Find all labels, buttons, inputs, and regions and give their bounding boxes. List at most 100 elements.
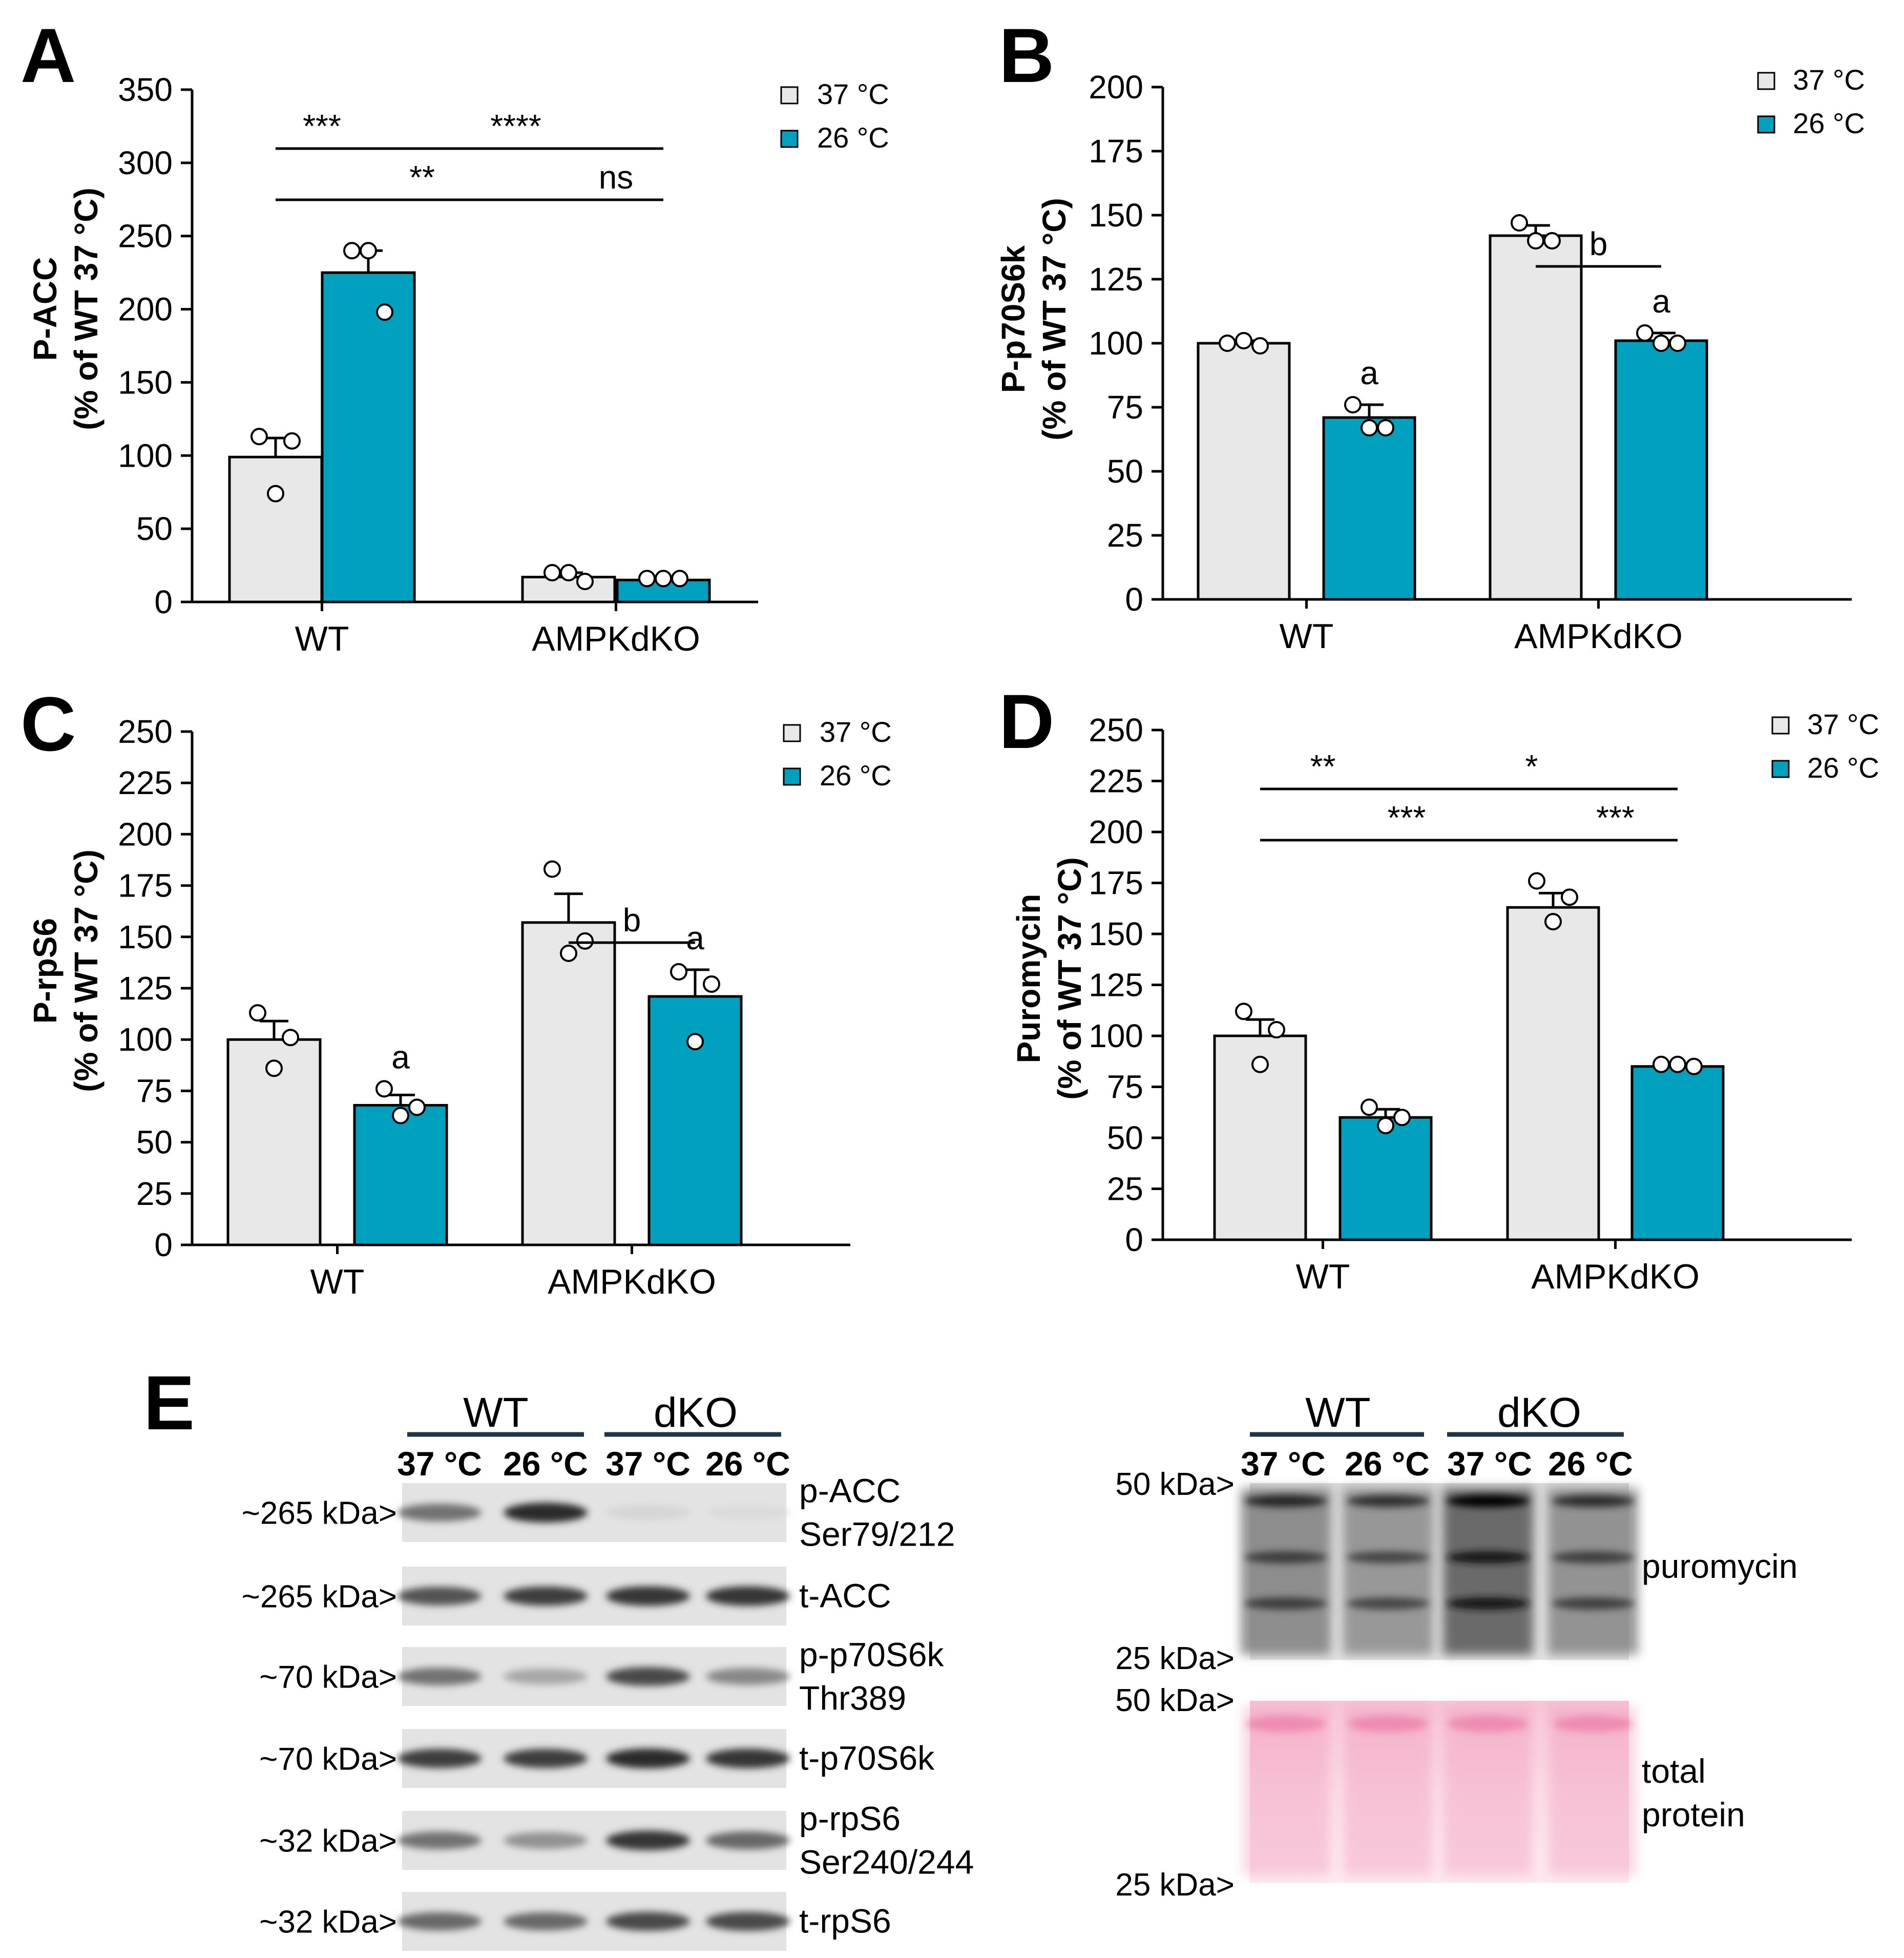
- puromycin-band: [1347, 1551, 1429, 1564]
- data-point: [1652, 1055, 1670, 1073]
- legend-label-26: 26 °C: [820, 759, 892, 791]
- puromycin-band: [1552, 1551, 1634, 1564]
- data-point: [1377, 419, 1394, 436]
- data-point: [1685, 1057, 1703, 1075]
- y-tick-label: 300: [118, 144, 173, 181]
- bar: [1322, 416, 1416, 601]
- significance-letter: a: [686, 920, 704, 956]
- data-point: [543, 564, 561, 581]
- data-point: [392, 1107, 409, 1124]
- blot-band: [397, 1587, 482, 1606]
- data-point: [703, 975, 720, 993]
- panel-b-plot: 0 25 50 75 100 125 150 175 200 WT AMPKdKO b a a: [1089, 69, 1852, 656]
- ponceau-lane: [1242, 1706, 1329, 1875]
- bar: [1614, 339, 1708, 601]
- puromycin-lane-smear: [1443, 1488, 1533, 1655]
- blot-band: [397, 1504, 482, 1522]
- legend-swatch-26: [780, 130, 799, 148]
- data-point: [560, 944, 577, 962]
- y-tick-label: 75: [1107, 1069, 1143, 1106]
- y-tick-label: 150: [1089, 915, 1143, 952]
- blot-band: [397, 1668, 482, 1685]
- significance-label: *: [1525, 748, 1538, 785]
- blot-band: [504, 1586, 588, 1606]
- data-point: [1393, 1109, 1411, 1127]
- puromycin-blot: puromycin: [1241, 1483, 1797, 1660]
- lane-label: 37 °C: [605, 1445, 691, 1483]
- data-point: [1235, 1003, 1252, 1020]
- legend-swatch-37: [1757, 72, 1775, 90]
- significance-label: **: [1310, 748, 1336, 785]
- blot-band: [504, 1912, 588, 1931]
- panel-d-letter: D: [999, 678, 1054, 764]
- x-category-label: WT: [310, 1262, 365, 1301]
- panel-d-ylabel-main: Puromycin: [1010, 894, 1047, 1064]
- ponceau-band: [1553, 1716, 1633, 1732]
- blot-band: [606, 1748, 690, 1768]
- significance-label: ***: [303, 108, 341, 144]
- data-point: [671, 570, 688, 588]
- kda-marker: 25 kDa>: [1115, 1641, 1235, 1676]
- data-point: [1528, 872, 1545, 890]
- legend-label-26: 26 °C: [817, 121, 889, 154]
- right-blot-markers: 50 kDa> 25 kDa> 50 kDa> 25 kDa>: [1115, 1467, 1235, 1903]
- y-tick-label: 150: [1089, 197, 1143, 234]
- x-category-label: WT: [1296, 1257, 1350, 1296]
- data-point: [1235, 332, 1252, 349]
- data-point: [686, 1033, 704, 1051]
- bar: [228, 455, 323, 603]
- x-category-label: WT: [295, 619, 349, 658]
- y-tick-label: 125: [1089, 261, 1143, 298]
- blot-target-label: t-ACC: [799, 1577, 891, 1615]
- legend-swatch-37: [1771, 716, 1790, 735]
- blot-target-label: p-ACC: [799, 1472, 901, 1510]
- data-point: [343, 242, 361, 260]
- ponceau-lane: [1445, 1706, 1532, 1875]
- blot-band: [606, 1586, 690, 1606]
- panel-d-ylabel: Puromycin (% of WT 37 °C): [1010, 857, 1088, 1100]
- panel-d-ylabel-sub: (% of WT 37 °C): [1051, 857, 1088, 1100]
- puromycin-label: puromycin: [1642, 1547, 1797, 1585]
- data-point: [1344, 396, 1362, 413]
- panel-a-ylabel-sub: (% of WT 37 °C): [68, 188, 104, 430]
- data-point: [638, 570, 656, 588]
- blot-band: [504, 1503, 588, 1523]
- x-category-label: WT: [1280, 617, 1334, 656]
- panel-c-letter: C: [20, 681, 76, 767]
- puromycin-band: [1447, 1551, 1529, 1564]
- bar: [353, 1103, 448, 1246]
- blot-target-label: Thr389: [799, 1679, 906, 1717]
- x-category-label: AMPKdKO: [1514, 617, 1683, 656]
- y-tick-label: 25: [136, 1175, 173, 1212]
- panel-c-legend: 37 °C 26 °C: [783, 716, 892, 791]
- legend-swatch-26: [783, 767, 801, 786]
- blot-target-label: p-rpS6: [799, 1800, 901, 1838]
- panel-c-ylabel: P-rpS6 (% of WT 37 °C): [27, 849, 104, 1092]
- puromycin-band: [1552, 1597, 1634, 1610]
- significance-label: b: [1589, 225, 1608, 262]
- puromycin-band: [1347, 1495, 1429, 1507]
- data-point: [408, 1098, 426, 1116]
- y-tick-label: 0: [154, 584, 173, 620]
- y-tick-label: 100: [118, 437, 173, 474]
- legend-swatch-37: [780, 86, 799, 105]
- blot-band: [504, 1832, 588, 1849]
- y-tick-label: 75: [136, 1072, 173, 1109]
- legend-label-37: 37 °C: [817, 78, 889, 110]
- bar: [521, 575, 616, 603]
- data-point: [576, 932, 594, 950]
- legend-swatch-26: [1757, 115, 1775, 134]
- blot-target-label: Ser240/244: [799, 1843, 974, 1881]
- blot-band: [706, 1748, 790, 1768]
- panel-b-ylabel: P-p70S6k (% of WT 37 °C): [995, 198, 1073, 441]
- data-point: [1561, 888, 1578, 906]
- x-category-label: AMPKdKO: [1531, 1257, 1700, 1296]
- blot-band: [706, 1668, 790, 1685]
- panel-d: D Puromycin (% of WT 37 °C) 0 25 50 75 100 12…: [999, 678, 1879, 1296]
- data-point: [249, 1004, 266, 1022]
- data-point: [1268, 1021, 1285, 1039]
- blot-band: [606, 1667, 690, 1686]
- ponceau-lane: [1345, 1706, 1432, 1875]
- bar: [1489, 234, 1583, 601]
